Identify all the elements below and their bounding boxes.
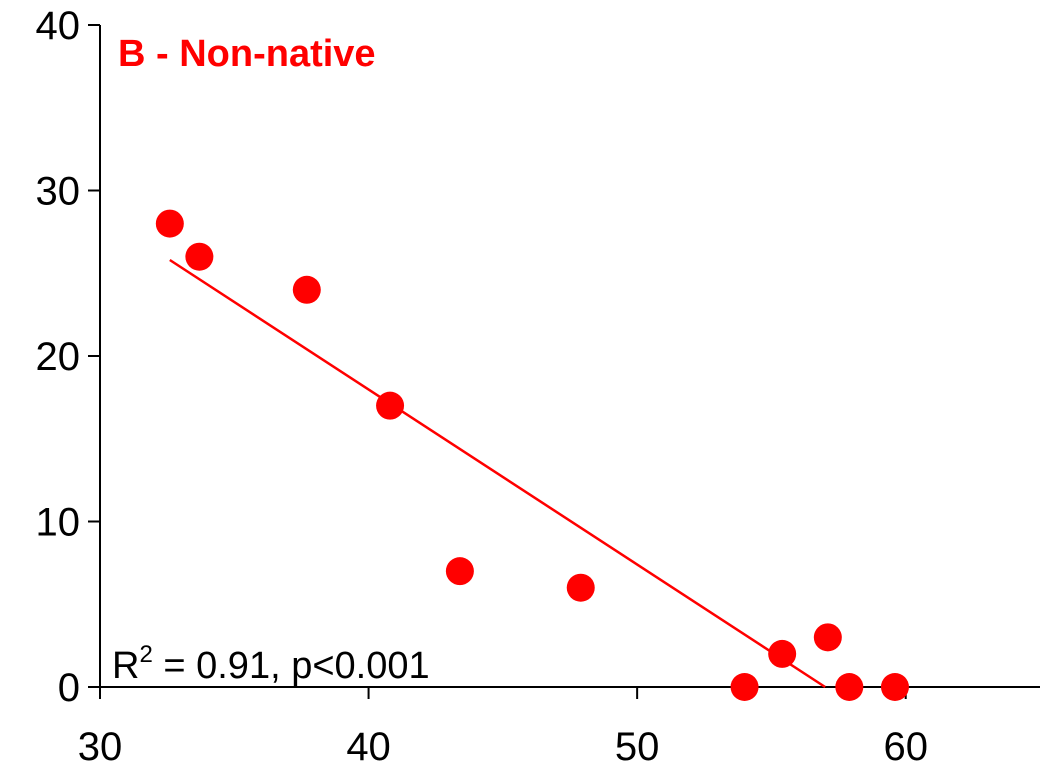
- stat-r-exponent: 2: [139, 641, 152, 668]
- x-tick-label: 30: [78, 725, 123, 769]
- data-point: [768, 639, 797, 668]
- data-point: [880, 673, 909, 701]
- data-point: [813, 623, 842, 652]
- data-point: [185, 242, 214, 271]
- tick-labels: 0 10 20 30 40 30 40 50 60: [36, 4, 928, 769]
- data-point: [566, 573, 595, 602]
- data-point: [292, 275, 321, 304]
- data-point: [835, 673, 864, 701]
- data-point: [445, 557, 474, 586]
- stat-r-label: R: [112, 645, 139, 687]
- stat-annotation: R2 = 0.91, p<0.001: [112, 641, 430, 687]
- panel-title: B - Non-native: [118, 33, 376, 75]
- x-tick-label: 40: [346, 725, 391, 769]
- data-point: [155, 209, 184, 238]
- data-point: [376, 391, 405, 420]
- data-points: [155, 209, 909, 701]
- x-tick-label: 60: [883, 725, 928, 769]
- data-point: [730, 673, 759, 701]
- y-tick-label: 10: [36, 501, 81, 545]
- y-tick-label: 20: [36, 335, 81, 379]
- axes: [88, 24, 1040, 699]
- y-tick-label: 30: [36, 170, 81, 214]
- y-tick-label: 40: [36, 4, 81, 48]
- stat-text: = 0.91, p<0.001: [153, 645, 430, 687]
- y-tick-label: 0: [58, 666, 80, 710]
- x-tick-label: 50: [615, 725, 660, 769]
- trendline: [169, 258, 826, 689]
